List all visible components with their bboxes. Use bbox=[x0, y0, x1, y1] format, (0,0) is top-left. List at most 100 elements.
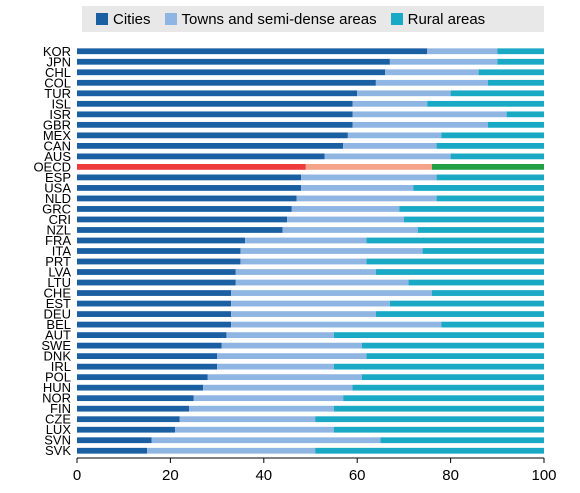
bar-irl-towns bbox=[217, 363, 334, 370]
bar-grc-rural bbox=[399, 206, 544, 212]
bar-svk-towns bbox=[147, 447, 316, 454]
bar-nld-towns bbox=[296, 195, 437, 202]
y-tick-label-pol: POL bbox=[45, 370, 71, 385]
bar-tur-cities bbox=[77, 90, 358, 97]
bar-tur-rural bbox=[450, 90, 544, 97]
bar-ita-towns bbox=[240, 248, 423, 254]
bar-lva-rural bbox=[375, 269, 544, 275]
bar-irl-rural bbox=[333, 363, 544, 370]
bar-cze-cities bbox=[77, 416, 180, 423]
bar-esp-rural bbox=[436, 174, 544, 181]
y-tick-label-ita: ITA bbox=[52, 244, 72, 259]
y-tick-label-lux: LUX bbox=[46, 422, 72, 437]
bar-cri-rural bbox=[403, 216, 544, 223]
bar-prt-cities bbox=[77, 258, 241, 265]
y-tick-label-irl: IRL bbox=[51, 359, 71, 374]
bar-cri-towns bbox=[287, 216, 404, 223]
bar-aus-towns bbox=[324, 153, 451, 160]
bar-mex-rural bbox=[441, 132, 544, 139]
bar-lva-cities bbox=[77, 269, 236, 275]
y-tick-label-isl: ISL bbox=[51, 96, 71, 111]
legend-label-towns: Towns and semi-dense areas bbox=[181, 10, 377, 28]
bar-isl-towns bbox=[352, 100, 428, 107]
bar-svn-rural bbox=[380, 437, 544, 444]
bar-aus-cities bbox=[77, 153, 325, 160]
bar-irl-cities bbox=[77, 363, 218, 370]
y-tick-label-gbr: GBR bbox=[43, 117, 71, 132]
bar-isl-cities bbox=[77, 100, 353, 107]
bar-nld-rural bbox=[436, 195, 544, 202]
bar-kor-rural bbox=[497, 48, 544, 55]
bar-can-rural bbox=[436, 142, 544, 149]
bar-usa-cities bbox=[77, 185, 302, 191]
bar-gbr-rural bbox=[487, 121, 544, 128]
y-tick-label-bel: BEL bbox=[46, 317, 71, 332]
bar-nor-cities bbox=[77, 395, 194, 402]
y-tick-label-chl: CHL bbox=[45, 65, 71, 80]
bar-isr-cities bbox=[77, 111, 353, 118]
bar-isr-towns bbox=[352, 111, 507, 118]
bar-swe-cities bbox=[77, 342, 222, 349]
bar-fra-towns bbox=[245, 237, 367, 244]
y-tick-label-dnk: DNK bbox=[44, 349, 72, 364]
bar-svk-cities bbox=[77, 447, 148, 454]
x-tick-label-40: 40 bbox=[255, 467, 272, 484]
bar-swe-rural bbox=[361, 342, 544, 349]
legend-swatch-towns bbox=[164, 13, 177, 25]
bar-nzl-cities bbox=[77, 227, 283, 233]
bar-ita-cities bbox=[77, 248, 241, 254]
y-tick-label-oecd: OECD bbox=[33, 159, 71, 174]
bar-oecd-towns bbox=[305, 164, 432, 170]
y-tick-label-mex: MEX bbox=[43, 128, 72, 143]
bar-bel-cities bbox=[77, 321, 232, 328]
legend-label-rural: Rural areas bbox=[407, 10, 486, 28]
bar-che-cities bbox=[77, 290, 232, 296]
bar-est-cities bbox=[77, 300, 232, 307]
bar-ltu-cities bbox=[77, 279, 236, 286]
bar-usa-towns bbox=[301, 185, 414, 191]
bar-chl-towns bbox=[385, 69, 479, 76]
y-tick-label-cze: CZE bbox=[45, 412, 71, 427]
bar-deu-rural bbox=[375, 311, 544, 317]
bar-svk-rural bbox=[315, 447, 544, 454]
y-tick-label-est: EST bbox=[46, 296, 71, 311]
y-tick-label-grc: GRC bbox=[42, 201, 71, 216]
bar-svn-cities bbox=[77, 437, 152, 444]
bar-oecd-cities bbox=[77, 164, 306, 170]
y-tick-label-usa: USA bbox=[44, 180, 71, 195]
bar-fra-rural bbox=[366, 237, 544, 244]
y-tick-label-prt: PRT bbox=[45, 254, 71, 269]
bar-esp-towns bbox=[301, 174, 437, 181]
bar-pol-rural bbox=[361, 374, 544, 381]
bar-col-rural bbox=[487, 79, 544, 86]
y-tick-label-lva: LVA bbox=[48, 265, 71, 280]
y-tick-label-col: COL bbox=[44, 75, 71, 90]
bar-grc-towns bbox=[291, 206, 400, 212]
bar-aut-rural bbox=[333, 332, 544, 338]
bar-che-towns bbox=[231, 290, 432, 296]
bar-lux-cities bbox=[77, 426, 176, 433]
bar-pol-cities bbox=[77, 374, 208, 381]
bar-can-towns bbox=[343, 142, 437, 149]
bar-ltu-rural bbox=[408, 279, 544, 286]
y-tick-label-svn: SVN bbox=[44, 433, 71, 448]
y-tick-label-isr: ISR bbox=[49, 107, 71, 122]
bar-deu-towns bbox=[231, 311, 376, 317]
bar-gbr-cities bbox=[77, 121, 353, 128]
y-tick-label-svk: SVK bbox=[45, 443, 71, 458]
y-tick-label-nld: NLD bbox=[45, 191, 71, 206]
bar-fin-towns bbox=[189, 405, 334, 412]
bar-kor-towns bbox=[427, 48, 498, 55]
y-tick-label-fin: FIN bbox=[50, 401, 71, 416]
bar-oecd-rural bbox=[431, 164, 544, 170]
bar-dnk-cities bbox=[77, 353, 218, 360]
bar-esp-cities bbox=[77, 174, 302, 181]
bar-gbr-towns bbox=[352, 121, 488, 128]
bar-bel-rural bbox=[441, 321, 544, 328]
bar-prt-rural bbox=[366, 258, 544, 265]
bar-nor-rural bbox=[343, 395, 544, 402]
y-tick-label-cri: CRI bbox=[49, 212, 71, 227]
bar-deu-cities bbox=[77, 311, 232, 317]
bar-est-towns bbox=[231, 300, 390, 307]
